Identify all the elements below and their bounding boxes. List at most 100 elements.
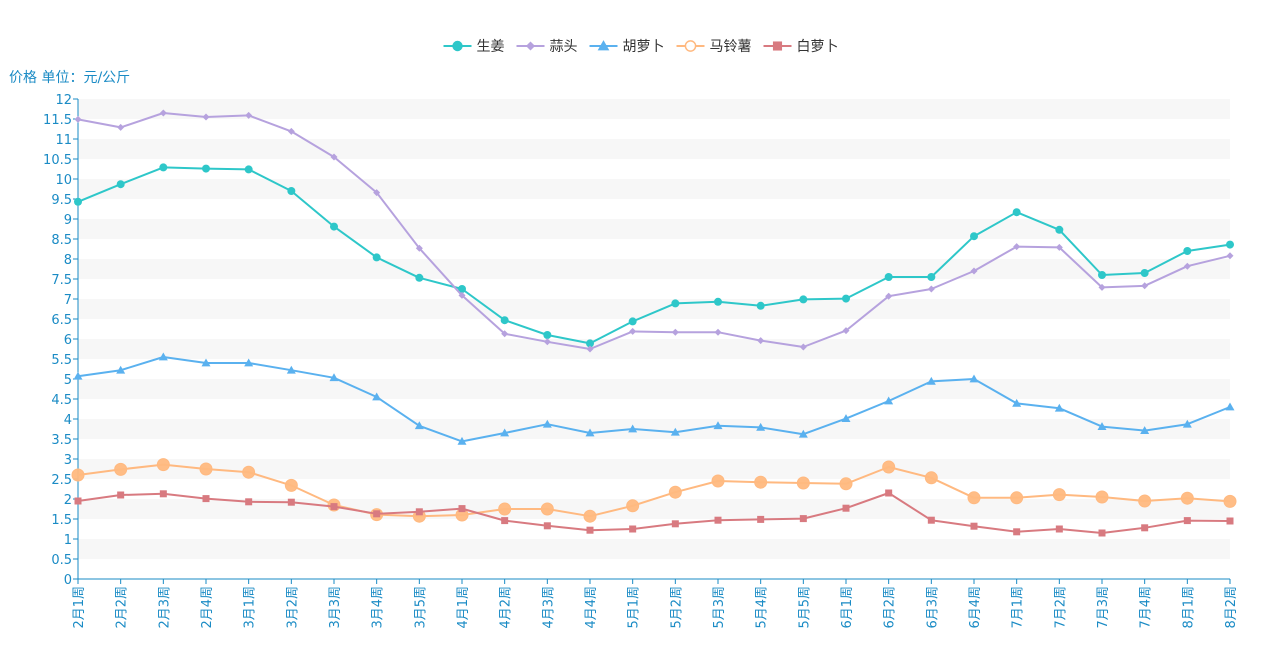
- data-point[interactable]: [116, 180, 125, 189]
- data-point[interactable]: [1013, 243, 1021, 251]
- data-point[interactable]: [117, 123, 125, 131]
- data-point[interactable]: [626, 499, 640, 513]
- data-point[interactable]: [713, 421, 723, 430]
- data-point[interactable]: [1180, 491, 1194, 505]
- data-point[interactable]: [927, 516, 935, 524]
- data-point[interactable]: [924, 471, 938, 485]
- data-point[interactable]: [117, 491, 125, 499]
- data-point[interactable]: [498, 502, 512, 516]
- data-point[interactable]: [926, 376, 936, 385]
- legend-item[interactable]: 白萝卜: [763, 39, 839, 55]
- data-point[interactable]: [199, 462, 213, 476]
- data-point[interactable]: [158, 352, 168, 361]
- data-point[interactable]: [714, 328, 722, 336]
- data-point[interactable]: [202, 495, 210, 503]
- data-point[interactable]: [415, 508, 423, 516]
- data-point[interactable]: [501, 517, 509, 525]
- data-point[interactable]: [839, 477, 853, 491]
- data-point[interactable]: [1012, 208, 1021, 217]
- data-point[interactable]: [670, 427, 680, 436]
- data-point[interactable]: [1226, 517, 1234, 525]
- data-point[interactable]: [799, 515, 807, 523]
- data-point[interactable]: [245, 111, 253, 119]
- data-point[interactable]: [114, 462, 128, 476]
- data-point[interactable]: [458, 291, 466, 299]
- data-point[interactable]: [159, 109, 167, 117]
- data-point[interactable]: [884, 273, 893, 281]
- data-point[interactable]: [159, 490, 167, 498]
- data-point[interactable]: [1054, 403, 1064, 412]
- data-point[interactable]: [927, 273, 936, 281]
- data-point[interactable]: [1052, 488, 1066, 502]
- data-point[interactable]: [882, 460, 896, 474]
- legend-item[interactable]: 蒜头: [516, 39, 578, 55]
- data-point[interactable]: [1141, 282, 1149, 290]
- data-point[interactable]: [159, 163, 168, 172]
- data-point[interactable]: [73, 371, 83, 380]
- data-point[interactable]: [458, 505, 466, 513]
- data-point[interactable]: [1226, 240, 1234, 249]
- data-point[interactable]: [754, 475, 768, 489]
- data-point[interactable]: [629, 327, 637, 335]
- data-point[interactable]: [330, 503, 338, 511]
- data-point[interactable]: [202, 113, 210, 121]
- data-point[interactable]: [201, 358, 211, 367]
- data-point[interactable]: [586, 339, 594, 348]
- data-point[interactable]: [628, 317, 637, 326]
- data-point[interactable]: [245, 498, 253, 506]
- data-point[interactable]: [799, 343, 807, 351]
- series-line[interactable]: [77, 112, 1231, 350]
- data-point[interactable]: [458, 285, 466, 293]
- data-point[interactable]: [841, 414, 851, 422]
- data-point[interactable]: [1013, 528, 1021, 536]
- series-line[interactable]: [77, 166, 1231, 345]
- data-point[interactable]: [202, 164, 210, 173]
- data-point[interactable]: [842, 504, 850, 512]
- data-point[interactable]: [1098, 271, 1106, 279]
- data-point[interactable]: [927, 285, 935, 293]
- series-line[interactable]: [77, 492, 1231, 534]
- data-point[interactable]: [373, 510, 381, 518]
- data-point[interactable]: [1140, 426, 1150, 434]
- data-point[interactable]: [74, 197, 82, 206]
- data-point[interactable]: [1141, 524, 1149, 532]
- data-point[interactable]: [1138, 494, 1152, 508]
- data-point[interactable]: [585, 428, 595, 437]
- data-point[interactable]: [330, 222, 338, 231]
- data-point[interactable]: [1183, 517, 1191, 525]
- data-point[interactable]: [543, 522, 551, 530]
- data-point[interactable]: [628, 424, 638, 433]
- data-point[interactable]: [1012, 398, 1022, 407]
- data-point[interactable]: [970, 232, 978, 241]
- data-point[interactable]: [842, 327, 850, 335]
- data-point[interactable]: [711, 474, 725, 488]
- data-point[interactable]: [1140, 269, 1149, 277]
- data-point[interactable]: [1095, 490, 1109, 504]
- data-point[interactable]: [1183, 262, 1191, 270]
- data-point[interactable]: [372, 392, 382, 401]
- data-point[interactable]: [1182, 419, 1192, 428]
- legend[interactable]: 生姜 蒜头 胡萝卜 马铃薯 白萝卜: [443, 39, 839, 55]
- data-point[interactable]: [757, 515, 765, 523]
- data-point[interactable]: [242, 465, 256, 479]
- data-point[interactable]: [244, 165, 253, 174]
- data-point[interactable]: [1055, 243, 1063, 251]
- data-point[interactable]: [500, 428, 510, 437]
- data-point[interactable]: [586, 526, 594, 534]
- data-point[interactable]: [885, 489, 893, 497]
- data-point[interactable]: [287, 498, 295, 506]
- data-point[interactable]: [1097, 422, 1107, 430]
- data-point[interactable]: [671, 520, 679, 528]
- data-point[interactable]: [372, 253, 381, 262]
- data-point[interactable]: [542, 419, 552, 428]
- data-point[interactable]: [799, 295, 808, 304]
- data-point[interactable]: [116, 365, 126, 374]
- data-point[interactable]: [287, 187, 296, 195]
- data-point[interactable]: [1226, 252, 1234, 260]
- data-point[interactable]: [1055, 525, 1063, 533]
- data-point[interactable]: [1010, 491, 1024, 505]
- data-point[interactable]: [156, 458, 170, 472]
- data-point[interactable]: [286, 365, 296, 374]
- data-point[interactable]: [842, 294, 850, 303]
- data-point[interactable]: [74, 497, 82, 505]
